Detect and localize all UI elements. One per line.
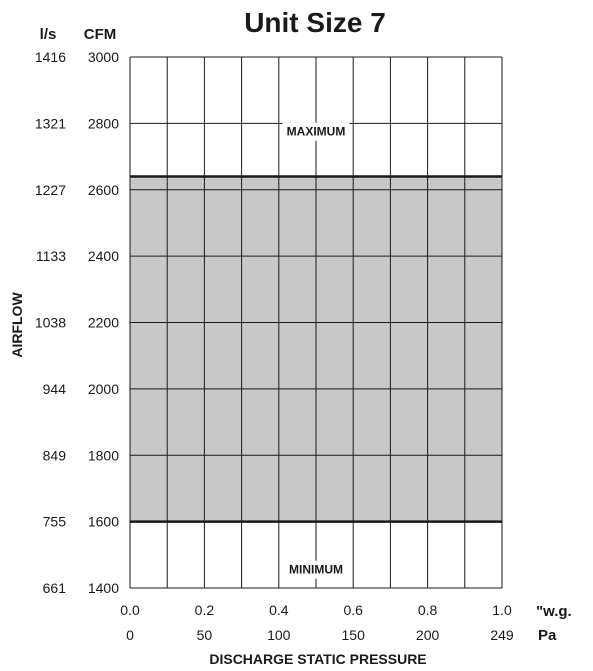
y-tick-label-ls: 1227 [35, 182, 66, 198]
y-tick-label-ls: 661 [43, 580, 67, 596]
x-tick-label-pa: 0 [126, 627, 134, 643]
y-tick-label-ls: 849 [43, 447, 67, 463]
minimum-label: MINIMUM [289, 563, 343, 577]
y-tick-label-cfm: 3000 [88, 49, 119, 65]
x-tick-label-wg: 0.4 [269, 602, 289, 618]
y-tick-label-cfm: 2400 [88, 248, 119, 264]
x-tick-label-wg: 0.8 [418, 602, 438, 618]
y-tick-label-cfm: 1400 [88, 580, 119, 596]
y-tick-label-ls: 1416 [35, 49, 66, 65]
x-tick-label-wg: 0.2 [195, 602, 215, 618]
y-tick-label-ls: 1133 [36, 248, 66, 264]
minimum-label-backing [282, 560, 350, 579]
y-tick-label-ls: 755 [43, 514, 67, 530]
maximum-label: MAXIMUM [287, 125, 346, 139]
y-tick-label-cfm: 2800 [88, 115, 119, 131]
y-tick-label-ls: 1038 [35, 315, 66, 331]
plot-area: MAXIMUM MINIMUM [129, 56, 503, 589]
axis-ticks: 1400661160075518008492000944220010382400… [35, 49, 514, 643]
x-tick-label-pa: 50 [197, 627, 213, 643]
x-tick-label-pa: 249 [490, 627, 514, 643]
x-unit-primary-label: "w.g. [536, 603, 572, 620]
x-tick-label-wg: 1.0 [492, 602, 512, 618]
x-unit-secondary-label: Pa [538, 627, 557, 644]
y-axis-label: AIRFLOW [9, 292, 25, 358]
maximum-label-backing [282, 122, 350, 141]
y-tick-label-ls: 1321 [35, 115, 66, 131]
x-tick-label-pa: 200 [416, 627, 440, 643]
y-tick-label-cfm: 2600 [88, 182, 119, 198]
chart-title: Unit Size 7 [244, 7, 386, 38]
y-unit-secondary-header: l/s [40, 26, 57, 43]
y-tick-label-ls: 944 [43, 381, 67, 397]
y-tick-label-cfm: 1600 [88, 514, 119, 530]
x-tick-label-pa: 150 [342, 627, 366, 643]
y-tick-label-cfm: 1800 [88, 447, 119, 463]
x-tick-label-wg: 0.0 [120, 602, 140, 618]
x-tick-label-wg: 0.6 [343, 602, 363, 618]
x-axis-label: DISCHARGE STATIC PRESSURE [209, 651, 426, 667]
y-tick-label-cfm: 2200 [88, 315, 119, 331]
x-tick-label-pa: 100 [267, 627, 291, 643]
y-tick-label-cfm: 2000 [88, 381, 119, 397]
y-unit-primary-header: CFM [84, 26, 117, 43]
